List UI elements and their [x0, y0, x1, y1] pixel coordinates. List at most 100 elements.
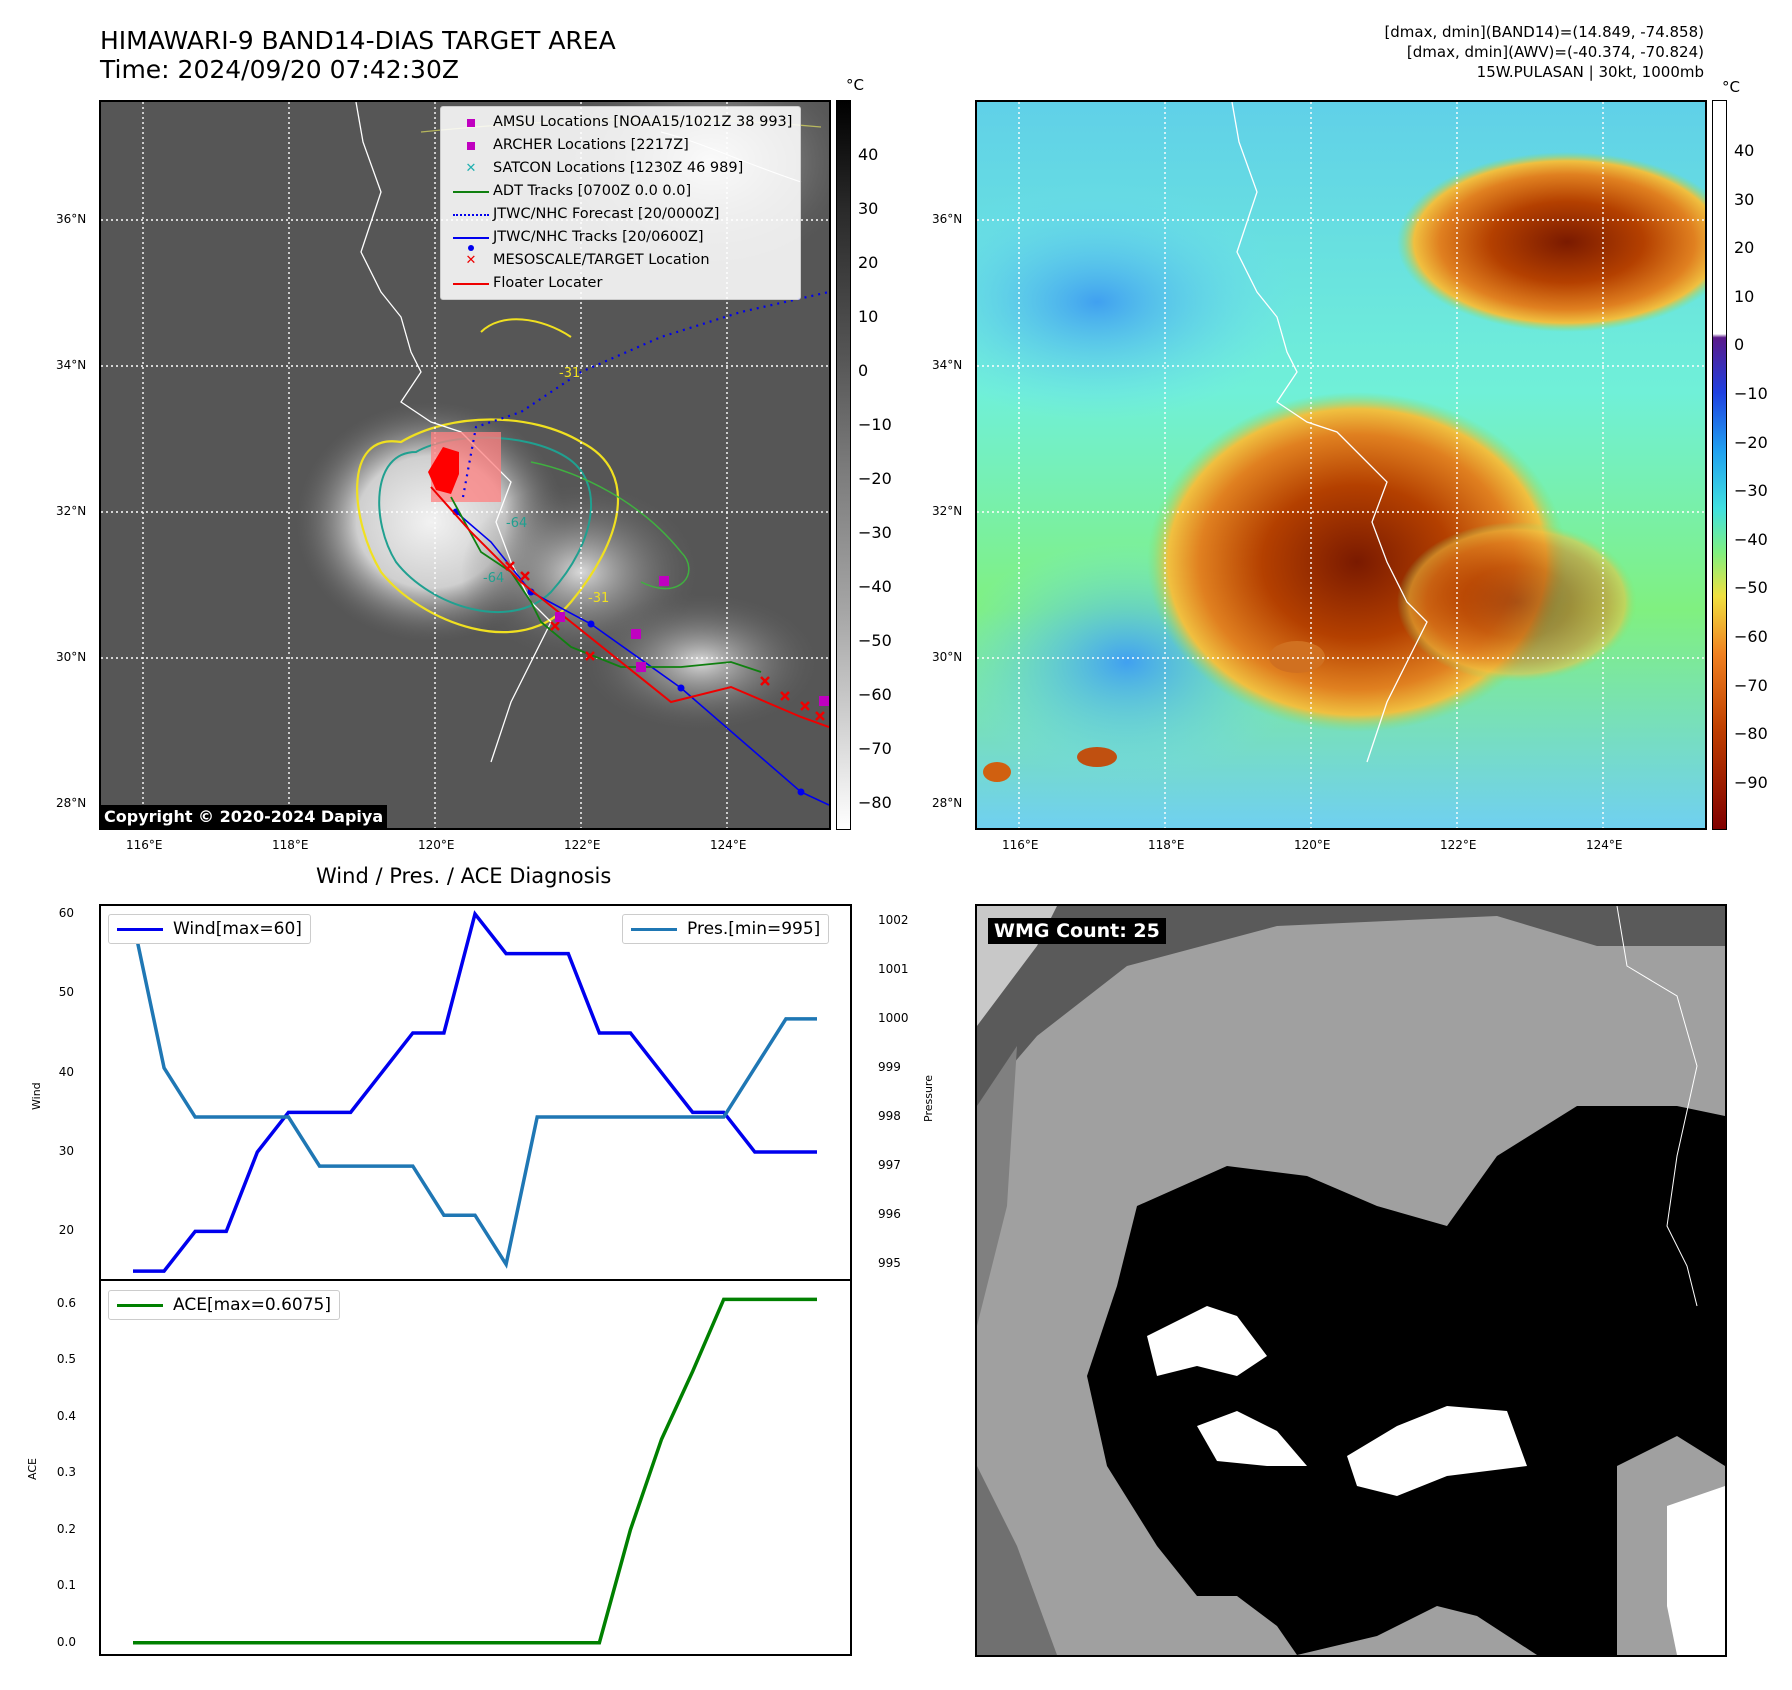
map-gridlines — [977, 102, 1705, 828]
colorbar-tick-label: −70 — [1734, 675, 1768, 695]
ace-axis-label: ACE — [26, 1458, 39, 1480]
colorbar-tick-label: 10 — [1734, 286, 1755, 306]
wind-legend: Wind[max=60] — [108, 914, 311, 944]
awv-map-svg — [977, 102, 1705, 828]
colorbar-tick-label: −50 — [858, 631, 892, 650]
lon-label: 116°E — [1002, 838, 1039, 852]
axis-tick-label: 1002 — [878, 912, 909, 927]
axis-tick-label: 0.4 — [56, 1408, 76, 1423]
axis-tick-label: 50 — [58, 985, 74, 1000]
axis-tick-label: 0.6 — [56, 1295, 76, 1310]
contour-label: -64 — [506, 516, 527, 531]
pressure-series-line — [131, 920, 817, 1269]
wmg-darkgray-region — [977, 906, 1725, 1106]
small-cell — [1077, 747, 1117, 767]
southeast-cloud — [581, 592, 821, 732]
amsu-archer-squares — [555, 576, 829, 706]
lon-label: 124°E — [710, 838, 747, 852]
axis-tick-label: 1000 — [878, 1010, 909, 1025]
colorbar-tick-label: −30 — [858, 523, 892, 542]
lat-label: 28°N — [932, 796, 963, 810]
axis-tick-label: 0.0 — [56, 1634, 76, 1649]
title-line-1: HIMAWARI-9 BAND14-DIAS TARGET AREA — [100, 26, 616, 55]
lat-label: 30°N — [932, 650, 963, 664]
wmg-white-region — [1347, 1406, 1527, 1496]
axis-tick-label: 0.2 — [56, 1521, 76, 1536]
axis-tick-label: 20 — [58, 1223, 74, 1238]
contour-label: -64 — [483, 571, 504, 586]
wind-pressure-plot — [131, 910, 817, 1273]
colorbar-tick-label: 10 — [858, 307, 879, 326]
wind-pressure-panel — [99, 904, 852, 1281]
wmg-gray-region — [977, 1466, 1057, 1655]
stats-line-3: 15W.PULASAN | 30kt, 1000mb — [1476, 63, 1704, 81]
pressure-axis-label: Pressure — [922, 1075, 935, 1122]
axis-tick-label: 0.1 — [56, 1578, 76, 1593]
axis-tick-label: 996 — [878, 1207, 901, 1222]
lat-label: 32°N — [932, 504, 963, 518]
adt-track — [450, 496, 762, 673]
axis-tick-label: 998 — [878, 1109, 901, 1124]
axis-tick-label: 999 — [878, 1059, 901, 1074]
colorbar-tick-label: −10 — [1734, 384, 1768, 403]
axis-tick-label: 0.3 — [56, 1465, 76, 1480]
lat-label: 30°N — [56, 650, 87, 664]
legend-item-mesoscale: ✕ MESOSCALE/TARGET Location — [465, 252, 710, 268]
stats-block: [dmax, dmin](BAND14)=(14.849, -74.858) [… — [1384, 22, 1704, 82]
lat-label: 36°N — [56, 212, 87, 226]
colorbar-tick-label: −60 — [1734, 627, 1768, 646]
ace-panel — [99, 1279, 852, 1656]
colorbar-tick-label: −40 — [1734, 529, 1768, 549]
colorbar-tick-label: 20 — [1734, 238, 1755, 258]
contour-label: -31 — [588, 591, 609, 606]
colorbar-tick-label: 30 — [858, 199, 879, 218]
legend-item-floater: Floater Locater — [449, 272, 792, 295]
colorbar-tick-label: −80 — [1734, 724, 1768, 744]
legend-item-satcon: ✕ SATCON Locations [1230Z 46 989] — [465, 160, 744, 176]
colorbar-tick-label: −80 — [858, 793, 892, 812]
colorbar-tick-label: −90 — [1734, 772, 1768, 792]
contour-yellow-north — [480, 318, 572, 338]
small-cell — [983, 762, 1011, 782]
coastline — [355, 102, 552, 763]
wmg-gray-region — [977, 1046, 1017, 1326]
lat-label: 28°N — [56, 796, 87, 810]
wind-axis-label: Wind — [30, 1082, 43, 1110]
lat-label: 36°N — [932, 212, 963, 226]
awv-map-panel — [975, 100, 1707, 830]
wmg-count-label: WMG Count: 25 — [988, 918, 1166, 944]
lon-label: 120°E — [418, 838, 455, 852]
lon-label: 122°E — [1440, 838, 1477, 852]
legend-item-jtwc-tracks: JTWC/NHC Tracks [20/0600Z] — [449, 226, 792, 251]
legend-item-jtwc-forecast: JTWC/NHC Forecast [20/0000Z] — [449, 203, 792, 226]
small-cell — [1269, 641, 1325, 673]
axis-tick-label: 1001 — [878, 961, 909, 976]
colorbar-tick-label: 20 — [858, 253, 879, 272]
lon-label: 118°E — [1148, 838, 1185, 852]
legend-item-amsu: AMSU Locations [NOAA15/1021Z 38 993] — [449, 111, 792, 134]
contour-green-band — [530, 461, 690, 590]
wmg-black-region — [1087, 1106, 1725, 1655]
axis-tick-label: 0.5 — [56, 1352, 76, 1367]
wmg-coastline — [1616, 906, 1698, 1307]
colorbar-tick-label: 40 — [1734, 141, 1755, 160]
axis-tick-label: 40 — [58, 1064, 74, 1079]
colorbar-tick-label: −10 — [858, 415, 892, 434]
coastline — [1231, 102, 1428, 763]
contour-label: -31 — [559, 366, 580, 381]
pressure-legend: Pres.[min=995] — [622, 914, 830, 944]
wmg-white-region — [1197, 1411, 1307, 1466]
ir-colorbar — [836, 100, 851, 830]
colorbar-tick-label: −30 — [1734, 481, 1768, 501]
lon-label: 118°E — [272, 838, 309, 852]
legend-item-archer: ARCHER Locations [2217Z] — [449, 134, 792, 157]
colorbar-tick-label: −20 — [1734, 432, 1768, 452]
axis-tick-label: 30 — [58, 1144, 74, 1159]
axis-tick-label: 60 — [58, 905, 74, 920]
colorbar-tick-label: −50 — [1734, 578, 1768, 598]
colorbar-tick-label: −70 — [858, 739, 892, 758]
wmg-image — [977, 906, 1725, 1655]
lon-label: 122°E — [564, 838, 601, 852]
copyright-label: Copyright © 2020-2024 Dapiya — [100, 805, 388, 828]
lat-label: 34°N — [56, 358, 87, 372]
